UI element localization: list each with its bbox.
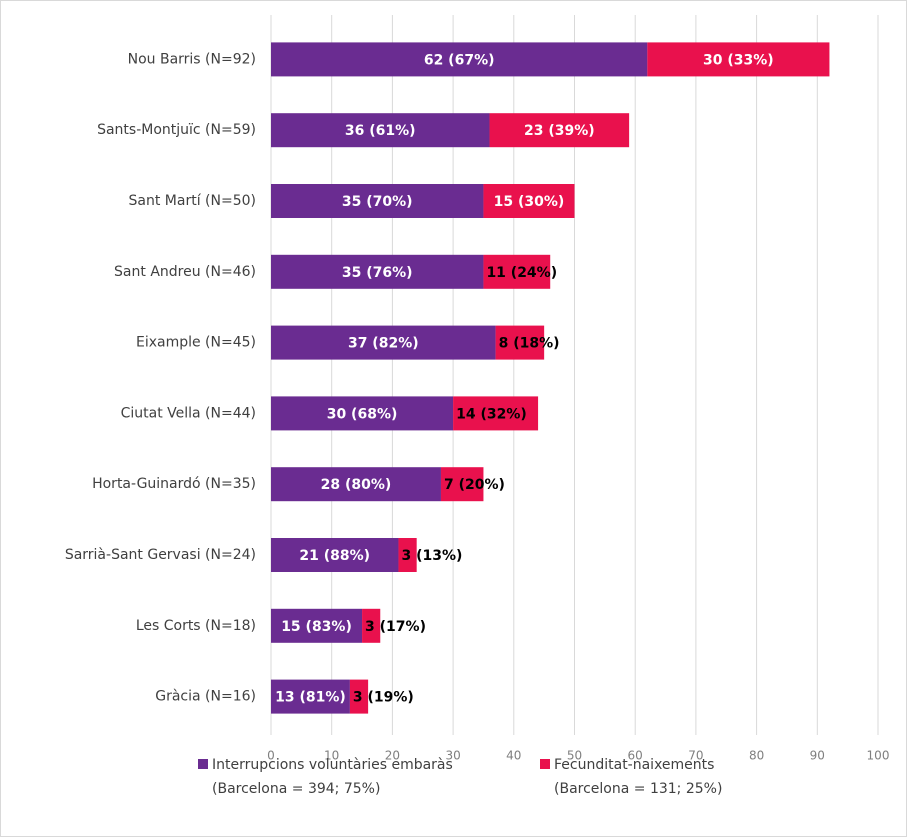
x-tick-label: 100 xyxy=(867,749,890,763)
category-label: Sarrià-Sant Gervasi (N=24) xyxy=(65,547,256,563)
value-label: 37 (82%) xyxy=(348,336,419,352)
value-label: 30 (68%) xyxy=(327,406,398,422)
bar-segment xyxy=(483,254,551,289)
category-label: Ciutat Vella (N=44) xyxy=(121,405,256,421)
legend-label: Fecunditat-naixements xyxy=(554,757,714,773)
x-tick-label: 50 xyxy=(567,749,582,763)
bar-segment xyxy=(271,184,484,218)
value-label: 35 (70%) xyxy=(342,194,413,210)
value-label: 23 (39%) xyxy=(524,123,595,139)
value-label: 3 (19%) xyxy=(353,690,414,706)
value-label: 15 (30%) xyxy=(494,194,565,210)
bar-segment xyxy=(495,325,545,360)
bar-segment xyxy=(647,42,830,77)
bar-segment xyxy=(271,467,441,502)
x-tick-label: 0 xyxy=(267,749,275,763)
value-label: 8 (18%) xyxy=(499,336,560,352)
x-tick-label: 30 xyxy=(445,749,460,763)
value-label: 15 (83%) xyxy=(281,619,352,635)
value-label: 21 (88%) xyxy=(299,548,370,564)
bar-segment xyxy=(362,608,381,643)
bar-segment xyxy=(453,396,539,431)
value-label: 62 (67%) xyxy=(424,52,495,68)
bar-segment xyxy=(271,538,399,572)
category-label: Gràcia (N=16) xyxy=(155,689,256,705)
value-label: 11 (24%) xyxy=(486,265,557,281)
bar-segment xyxy=(398,538,417,572)
category-label: Sant Martí (N=50) xyxy=(129,193,256,209)
legend-swatch xyxy=(540,759,550,769)
x-tick-label: 40 xyxy=(506,749,521,763)
x-tick-label: 70 xyxy=(688,749,703,763)
bar-segment xyxy=(271,325,496,360)
bar-segment xyxy=(489,113,630,148)
category-label: Sants-Montjuïc (N=59) xyxy=(97,122,256,138)
value-label: 7 (20%) xyxy=(444,477,505,493)
category-label: Les Corts (N=18) xyxy=(136,618,256,634)
value-label: 3 (13%) xyxy=(401,548,462,564)
legend-swatch xyxy=(198,759,208,769)
x-tick-label: 20 xyxy=(385,749,400,763)
value-label: 35 (76%) xyxy=(342,265,413,281)
bar-segment xyxy=(349,679,369,714)
bar-segment xyxy=(440,467,484,502)
value-label: 13 (81%) xyxy=(275,690,346,706)
bar-segment xyxy=(271,42,648,77)
bar-segment xyxy=(271,608,363,643)
bar-segment xyxy=(271,679,350,714)
value-label: 28 (80%) xyxy=(321,477,392,493)
value-label: 30 (33%) xyxy=(703,52,774,68)
value-label: 14 (32%) xyxy=(456,406,527,422)
x-tick-label: 80 xyxy=(749,749,764,763)
x-tick-label: 90 xyxy=(810,749,825,763)
legend-detail: (Barcelona = 131; 25%) xyxy=(554,781,722,797)
bar-segment xyxy=(271,396,454,431)
value-label: 3 (17%) xyxy=(365,619,426,635)
category-label: Nou Barris (N=92) xyxy=(128,51,256,67)
bar-segment xyxy=(271,254,484,289)
bar-segment xyxy=(483,184,575,218)
category-label: Horta-Guinardó (N=35) xyxy=(92,476,256,492)
category-label: Sant Andreu (N=46) xyxy=(114,264,256,280)
category-label: Eixample (N=45) xyxy=(136,335,256,351)
legend-label: Interrupcions voluntàries embaràs xyxy=(212,757,453,773)
value-label: 36 (61%) xyxy=(345,123,416,139)
x-tick-label: 10 xyxy=(324,749,339,763)
legend-detail: (Barcelona = 394; 75%) xyxy=(212,781,380,797)
x-tick-label: 60 xyxy=(628,749,643,763)
bar-segment xyxy=(271,113,490,148)
